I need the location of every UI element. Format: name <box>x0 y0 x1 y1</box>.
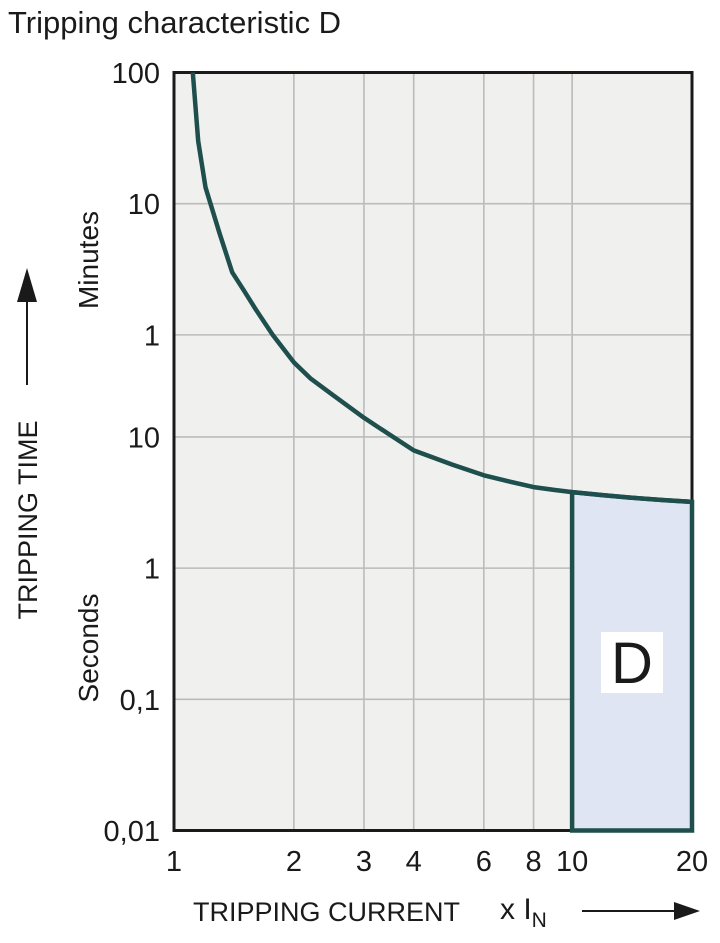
plot-area: D 1 2 3 4 6 8 10 20 100 10 1 10 1 0,1 0,01 <box>104 58 709 878</box>
y-tick-label: 0,1 <box>120 685 160 717</box>
x-tick-label: 10 <box>556 846 588 878</box>
x-tick-label: 2 <box>286 846 302 878</box>
y-tick-label: 1 <box>144 320 160 352</box>
x-axis-label-group: TRIPPING CURRENT x IN <box>193 893 700 932</box>
y-tick-label: 10 <box>128 422 160 454</box>
x-tick-label: 3 <box>356 846 372 878</box>
plot-frame <box>172 71 694 832</box>
region-d-label: D <box>611 631 653 696</box>
y-axis-label-group: TRIPPING TIME Minutes Seconds <box>13 211 104 703</box>
x-tick-label: 6 <box>476 846 492 878</box>
x-tick-label: 20 <box>676 846 708 878</box>
y-tick-label: 10 <box>128 189 160 221</box>
minutes-unit-label: Minutes <box>73 211 104 309</box>
region-d-label-box <box>601 632 663 693</box>
chart-title: Tripping characteristic D <box>8 5 341 40</box>
seconds-unit-label: Seconds <box>73 594 104 703</box>
x-unit-main: x I <box>500 893 532 926</box>
tripping-curve <box>190 72 693 505</box>
x-axis-arrow-icon <box>674 902 700 920</box>
y-tick-label: 1 <box>144 554 160 586</box>
y-axis-label: TRIPPING TIME <box>13 420 43 619</box>
x-tick-label: 8 <box>526 846 542 878</box>
x-tick-label: 4 <box>406 846 422 878</box>
x-axis-unit-label: x IN <box>500 893 547 932</box>
y-tick-label: 0,01 <box>104 816 160 848</box>
y-axis-arrow-icon <box>17 268 37 302</box>
x-tick-label: 1 <box>166 846 182 878</box>
x-unit-subscript: N <box>532 909 547 932</box>
y-tick-label: 100 <box>112 58 160 90</box>
x-axis-label: TRIPPING CURRENT <box>193 897 460 927</box>
